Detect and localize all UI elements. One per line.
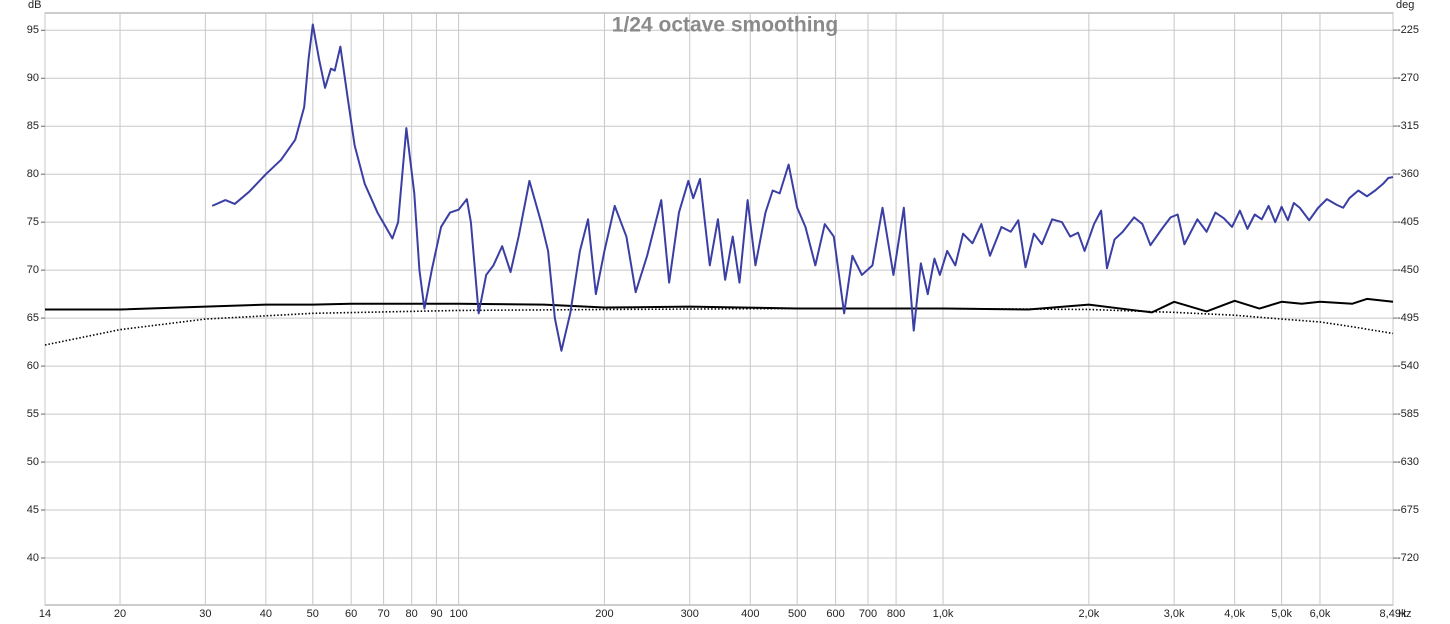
x-tick-label: 70	[377, 608, 389, 620]
y2-tick-label: -405	[1397, 216, 1419, 228]
x-tick-label: 200	[595, 608, 613, 620]
x-tick-label: 100	[449, 608, 467, 620]
x-tick-label: 300	[681, 608, 699, 620]
x-tick-label: 500	[788, 608, 806, 620]
y2-tick-label: -495	[1397, 312, 1419, 324]
y2-axis-label: deg	[1396, 0, 1414, 11]
y2-tick-label: -360	[1397, 168, 1419, 180]
data-line	[211, 23, 1394, 352]
y2-tick-label: -225	[1397, 24, 1419, 36]
y-tick-label: 75	[27, 216, 39, 228]
y-tick-label: 80	[27, 168, 39, 180]
x-tick-label: 400	[741, 608, 759, 620]
y2-tick-label: -720	[1397, 552, 1419, 564]
chart-title: 1/24 octave smoothing	[612, 14, 838, 37]
x-tick-label: 1,0k	[933, 608, 954, 620]
x-tick-label: 8,49k	[1380, 608, 1407, 620]
y-tick-label: 65	[27, 312, 39, 324]
y-tick-label: 90	[27, 72, 39, 84]
y-tick-label: 60	[27, 360, 39, 372]
y2-tick-label: -675	[1397, 504, 1419, 516]
x-tick-label: 80	[406, 608, 418, 620]
x-tick-label: 90	[430, 608, 442, 620]
x-axis-label: Hz	[1398, 608, 1411, 620]
y-tick-label: 55	[27, 408, 39, 420]
y-axis-label: dB	[28, 0, 41, 11]
data-line	[45, 297, 1394, 314]
x-tick-label: 2,0k	[1078, 608, 1099, 620]
x-tick-label: 14	[39, 608, 51, 620]
x-tick-label: 600	[826, 608, 844, 620]
x-tick-label: 20	[114, 608, 126, 620]
x-tick-label: 700	[859, 608, 877, 620]
y-tick-label: 50	[27, 456, 39, 468]
y2-tick-label: -540	[1397, 360, 1419, 372]
x-tick-label: 800	[887, 608, 905, 620]
x-tick-label: 50	[307, 608, 319, 620]
y-tick-label: 40	[27, 552, 39, 564]
y2-tick-label: -630	[1397, 456, 1419, 468]
x-tick-label: 6,0k	[1310, 608, 1331, 620]
y2-tick-label: -270	[1397, 72, 1419, 84]
y-tick-label: 70	[27, 264, 39, 276]
x-tick-label: 4,0k	[1224, 608, 1245, 620]
y2-tick-label: -585	[1397, 408, 1419, 420]
x-tick-label: 3,0k	[1164, 608, 1185, 620]
y2-tick-label: -450	[1397, 264, 1419, 276]
y-tick-label: 95	[27, 24, 39, 36]
y2-tick-label: -315	[1397, 120, 1419, 132]
x-tick-label: 40	[260, 608, 272, 620]
x-tick-label: 5,0k	[1271, 608, 1292, 620]
x-tick-label: 30	[199, 608, 211, 620]
x-tick-label: 60	[345, 608, 357, 620]
y-tick-label: 45	[27, 504, 39, 516]
y-tick-label: 85	[27, 120, 39, 132]
